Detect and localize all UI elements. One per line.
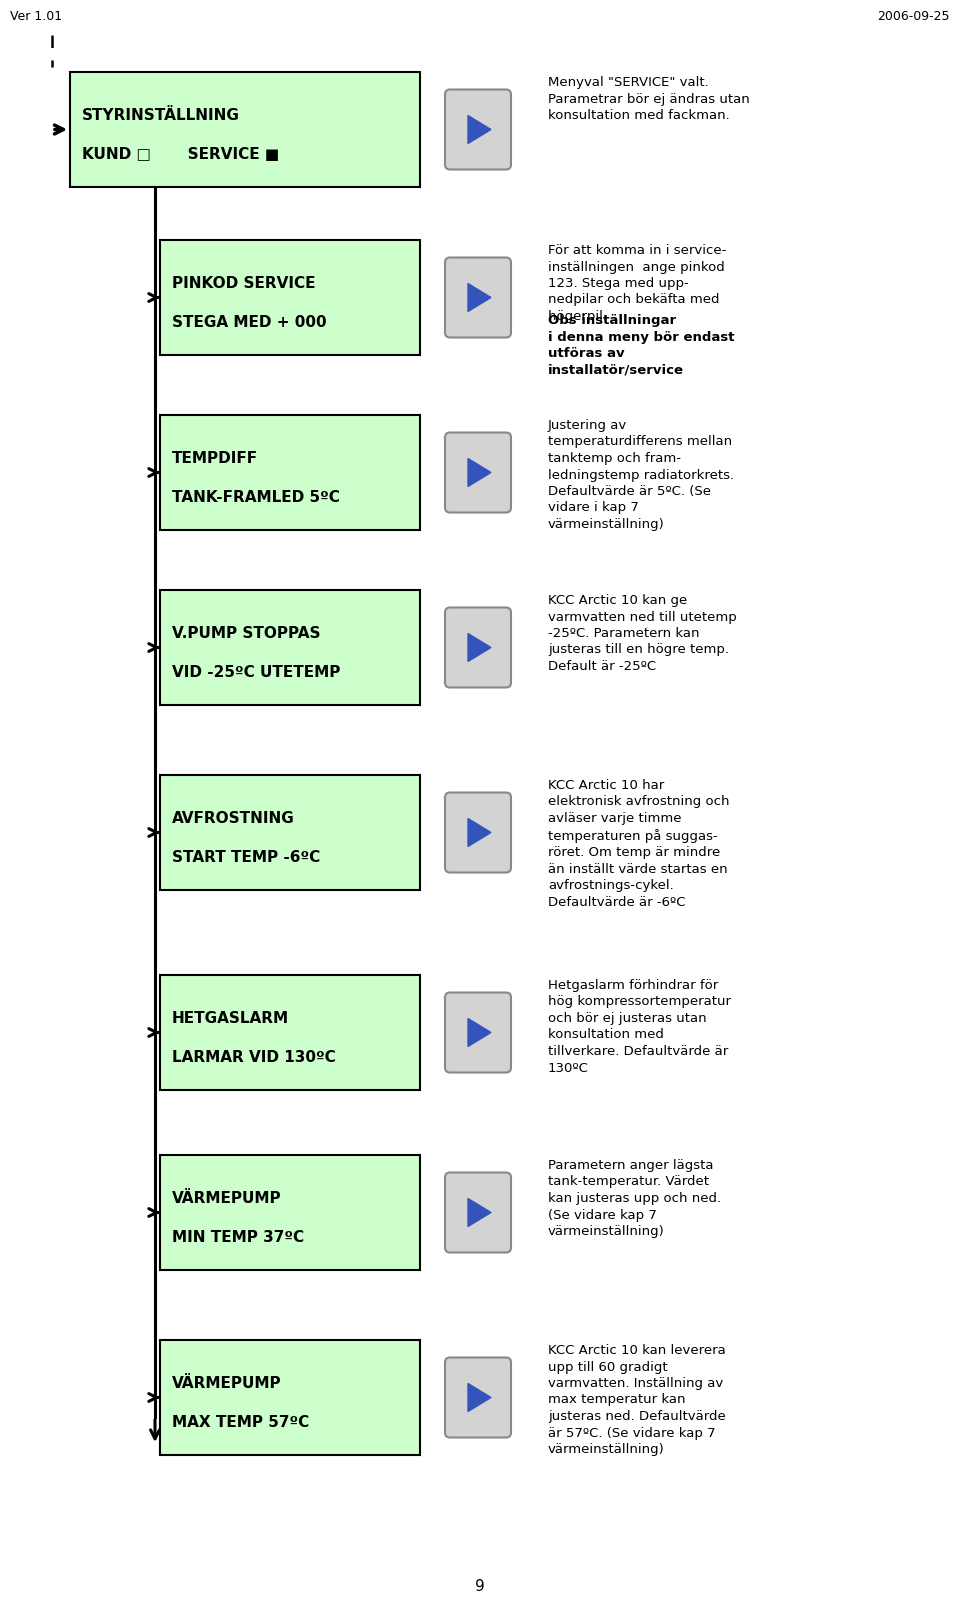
FancyBboxPatch shape	[445, 608, 511, 687]
Text: TEMPDIFF: TEMPDIFF	[172, 451, 258, 465]
Polygon shape	[468, 1383, 491, 1411]
Text: V.PUMP STOPPAS: V.PUMP STOPPAS	[172, 627, 321, 642]
Text: KCC Arctic 10 har
elektronisk avfrostning och
avläser varje timme
temperaturen p: KCC Arctic 10 har elektronisk avfrostnin…	[548, 779, 730, 908]
Text: TANK-FRAMLED 5ºC: TANK-FRAMLED 5ºC	[172, 490, 340, 506]
FancyBboxPatch shape	[70, 73, 420, 187]
FancyBboxPatch shape	[445, 89, 511, 170]
Polygon shape	[468, 115, 491, 144]
FancyBboxPatch shape	[160, 974, 420, 1091]
FancyBboxPatch shape	[160, 241, 420, 356]
Text: Ver 1.01: Ver 1.01	[10, 10, 62, 23]
FancyBboxPatch shape	[160, 590, 420, 705]
FancyBboxPatch shape	[160, 1155, 420, 1270]
FancyBboxPatch shape	[445, 257, 511, 338]
Text: HETGASLARM: HETGASLARM	[172, 1012, 289, 1026]
FancyBboxPatch shape	[445, 992, 511, 1073]
Polygon shape	[468, 283, 491, 312]
Text: AVFROSTNING: AVFROSTNING	[172, 811, 295, 826]
Text: VÄRMEPUMP: VÄRMEPUMP	[172, 1377, 281, 1391]
Text: KUND □       SERVICE ■: KUND □ SERVICE ■	[82, 147, 279, 162]
FancyBboxPatch shape	[445, 1357, 511, 1438]
Text: STYRINSTÄLLNING: STYRINSTÄLLNING	[82, 108, 240, 123]
Polygon shape	[468, 1199, 491, 1227]
Text: Justering av
temperaturdifferens mellan
tanktemp och fram-
ledningstemp radiator: Justering av temperaturdifferens mellan …	[548, 419, 734, 532]
Text: Parametern anger lägsta
tank-temperatur. Värdet
kan justeras upp och ned.
(Se vi: Parametern anger lägsta tank-temperatur.…	[548, 1159, 721, 1238]
FancyBboxPatch shape	[160, 1340, 420, 1454]
Text: KCC Arctic 10 kan leverera
upp till 60 gradigt
varmvatten. Inställning av
max te: KCC Arctic 10 kan leverera upp till 60 g…	[548, 1345, 726, 1456]
Text: MAX TEMP 57ºC: MAX TEMP 57ºC	[172, 1416, 309, 1430]
Text: MIN TEMP 37ºC: MIN TEMP 37ºC	[172, 1230, 304, 1246]
Polygon shape	[468, 459, 491, 486]
Text: 2006-09-25: 2006-09-25	[877, 10, 950, 23]
Text: Hetgaslarm förhindrar för
hög kompressortemperatur
och bör ej justeras utan
kons: Hetgaslarm förhindrar för hög kompressor…	[548, 979, 731, 1075]
Text: Obs inställningar
i denna meny bör endast
utföras av
installatör/service: Obs inställningar i denna meny bör endas…	[548, 314, 734, 377]
Text: START TEMP -6ºC: START TEMP -6ºC	[172, 850, 321, 865]
FancyBboxPatch shape	[160, 776, 420, 890]
FancyBboxPatch shape	[445, 1173, 511, 1252]
Text: Menyval "SERVICE" valt.
Parametrar bör ej ändras utan
konsultation med fackman.: Menyval "SERVICE" valt. Parametrar bör e…	[548, 76, 750, 121]
FancyBboxPatch shape	[160, 415, 420, 530]
FancyBboxPatch shape	[445, 792, 511, 873]
Polygon shape	[468, 1018, 491, 1047]
Text: VÄRMEPUMP: VÄRMEPUMP	[172, 1191, 281, 1206]
Text: PINKOD SERVICE: PINKOD SERVICE	[172, 276, 316, 291]
Text: STEGA MED + 000: STEGA MED + 000	[172, 315, 326, 330]
Polygon shape	[468, 633, 491, 661]
Text: KCC Arctic 10 kan ge
varmvatten ned till utetemp
-25ºC. Parametern kan
justeras : KCC Arctic 10 kan ge varmvatten ned till…	[548, 595, 736, 672]
Polygon shape	[468, 818, 491, 847]
Text: 9: 9	[475, 1579, 485, 1593]
FancyBboxPatch shape	[445, 433, 511, 512]
Text: VID -25ºC UTETEMP: VID -25ºC UTETEMP	[172, 666, 341, 680]
Text: För att komma in i service-
inställningen  ange pinkod
123. Stega med upp-
nedpi: För att komma in i service- inställninge…	[548, 244, 727, 323]
Text: LARMAR VID 130ºC: LARMAR VID 130ºC	[172, 1050, 336, 1065]
